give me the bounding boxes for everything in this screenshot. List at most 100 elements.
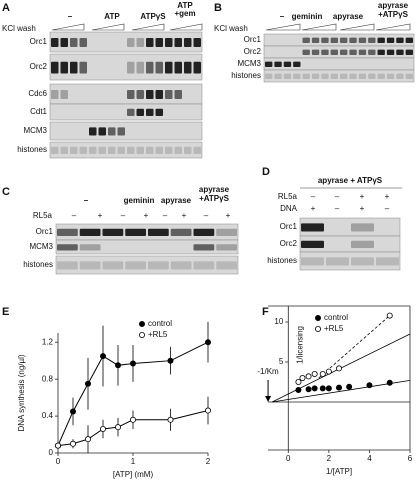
y-axis-label: DNA synthesis (ng/µl)	[17, 354, 26, 431]
blot-band	[79, 244, 101, 251]
blot-band	[155, 108, 163, 116]
sign: +	[311, 204, 316, 213]
x-tick-label: 2	[327, 454, 332, 463]
legend-label: control	[148, 319, 172, 328]
blot-band	[349, 49, 357, 55]
legend-marker	[314, 314, 321, 321]
sign: –	[385, 204, 390, 213]
sign: +	[385, 192, 390, 201]
legend-label: control	[324, 313, 348, 322]
data-point	[85, 380, 92, 387]
blot-band	[117, 127, 125, 136]
row-label: MCM3	[29, 242, 53, 251]
row-label: Orc1	[280, 222, 298, 231]
blot-band	[174, 38, 182, 47]
wedge	[301, 23, 337, 31]
wedge	[169, 23, 203, 31]
sign: +	[360, 204, 365, 213]
data-point	[299, 374, 306, 381]
blot-band	[311, 73, 320, 79]
row-label: Orc1	[244, 35, 262, 44]
blot-band	[170, 261, 192, 270]
data-point	[85, 436, 92, 443]
condition-label: apyrase	[333, 12, 364, 21]
x-axis-label: 1/[ATP]	[326, 467, 352, 476]
blot-strip	[49, 103, 203, 121]
blot-band	[155, 90, 163, 99]
blot-band	[79, 61, 87, 74]
blot-band	[321, 37, 329, 43]
data-point	[70, 408, 77, 415]
data-point	[311, 385, 318, 392]
blot-band	[368, 49, 376, 55]
blot-band	[79, 38, 87, 47]
blot-band	[377, 49, 385, 55]
data-point	[366, 382, 373, 389]
blot-band	[165, 90, 173, 99]
blot-band	[174, 90, 182, 99]
blot-band	[405, 49, 413, 55]
blot-band	[60, 61, 68, 74]
blot-band	[148, 261, 169, 270]
blot-band	[396, 73, 404, 79]
data-point	[167, 416, 174, 423]
blot-band	[351, 223, 374, 232]
blot-band	[165, 146, 173, 154]
blot-band	[79, 228, 101, 236]
wedge	[131, 23, 165, 31]
blot-band	[70, 38, 78, 47]
data-point	[100, 425, 107, 432]
blot-band	[155, 38, 163, 47]
blot-band	[386, 73, 395, 79]
data-point	[129, 416, 136, 423]
data-point	[386, 379, 393, 386]
blot-band	[170, 228, 192, 236]
condition-label: geminin	[124, 196, 155, 205]
row-label: Orc2	[30, 62, 48, 71]
y-tick-label: 0	[49, 448, 54, 457]
wedge	[339, 23, 375, 31]
blot-strip	[263, 69, 415, 83]
data-point	[335, 384, 342, 391]
blot-band	[193, 228, 215, 236]
blot-band	[302, 37, 310, 43]
condition-label: ATPγS	[140, 12, 166, 21]
legend-marker	[138, 320, 145, 327]
blot-band	[193, 146, 201, 154]
blot-band	[70, 146, 78, 154]
condition-label: apyrase	[161, 196, 192, 205]
blot-strip	[49, 141, 203, 159]
data-point	[55, 442, 62, 449]
blot-band	[330, 49, 338, 55]
wedge	[51, 23, 85, 31]
blot-band	[330, 73, 338, 79]
x-tick-label: 2	[206, 457, 211, 466]
data-point	[167, 357, 174, 364]
blot-band	[57, 261, 78, 270]
blot-band	[358, 49, 367, 55]
x-tick-label: 0	[56, 457, 61, 466]
data-point	[311, 370, 318, 377]
y-tick-label: 1.2	[42, 337, 54, 346]
blot-band	[108, 127, 116, 136]
row-label: histones	[17, 145, 47, 154]
blot-band	[165, 61, 173, 74]
blot-band	[146, 38, 154, 47]
blot-band	[125, 261, 146, 270]
sign: –	[163, 211, 168, 220]
blot-band	[60, 38, 68, 47]
blot-band	[349, 73, 357, 79]
blot-band	[136, 90, 144, 99]
blot-band	[79, 261, 101, 270]
blot-band	[184, 61, 192, 74]
blot-band	[70, 61, 78, 74]
blot-band	[274, 73, 282, 79]
blot-band	[326, 257, 349, 266]
blot-band	[136, 108, 144, 116]
blot-band	[302, 73, 310, 79]
data-point	[204, 339, 211, 346]
panel-label: F	[262, 306, 269, 318]
blot-band	[377, 37, 385, 43]
blot-band	[396, 37, 404, 43]
